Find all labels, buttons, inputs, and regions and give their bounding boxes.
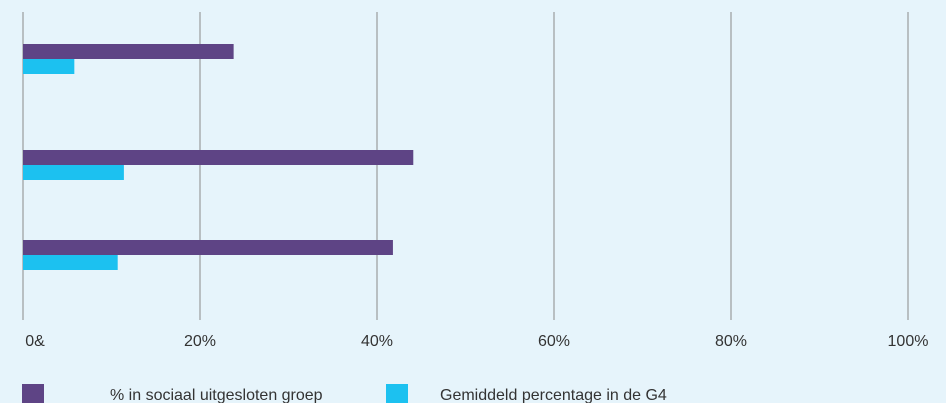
x-tick-label: 20% [184, 333, 216, 350]
x-tick-label: 80% [715, 333, 747, 350]
bar-sociaal-uitgesloten-2: % in sociaal uitgesloten groep: 44.1% [23, 150, 414, 165]
bar-g4-gemiddelde-3: Gemiddeld percentage in de G4: 10.7% [23, 255, 118, 270]
x-tick-label: 60% [538, 333, 570, 350]
legend-swatch-2 [386, 384, 408, 403]
x-tick-label: 100% [888, 333, 929, 350]
legend-label-1: % in sociaal uitgesloten groep [110, 387, 323, 403]
x-tick-label: 0& [25, 333, 45, 350]
legend-swatch-1 [22, 384, 44, 403]
bars: % in sociaal uitgesloten groep: 23.8%Gem… [23, 44, 414, 270]
bar-sociaal-uitgesloten-3: % in sociaal uitgesloten groep: 41.8% [23, 240, 393, 255]
legend-label-2: Gemiddeld percentage in de G4 [440, 387, 667, 403]
x-axis-ticks: 0& 20% 40% 60% 80% 100% [25, 333, 928, 350]
bar-sociaal-uitgesloten-1: % in sociaal uitgesloten groep: 23.8% [23, 44, 234, 59]
x-tick-label: 40% [361, 333, 393, 350]
bar-g4-gemiddelde-1: Gemiddeld percentage in de G4: 5.8% [23, 59, 75, 74]
legend: % in sociaal uitgesloten groep Gemiddeld … [22, 384, 667, 403]
bar-g4-gemiddelde-2: Gemiddeld percentage in de G4: 11.4% [23, 165, 124, 180]
